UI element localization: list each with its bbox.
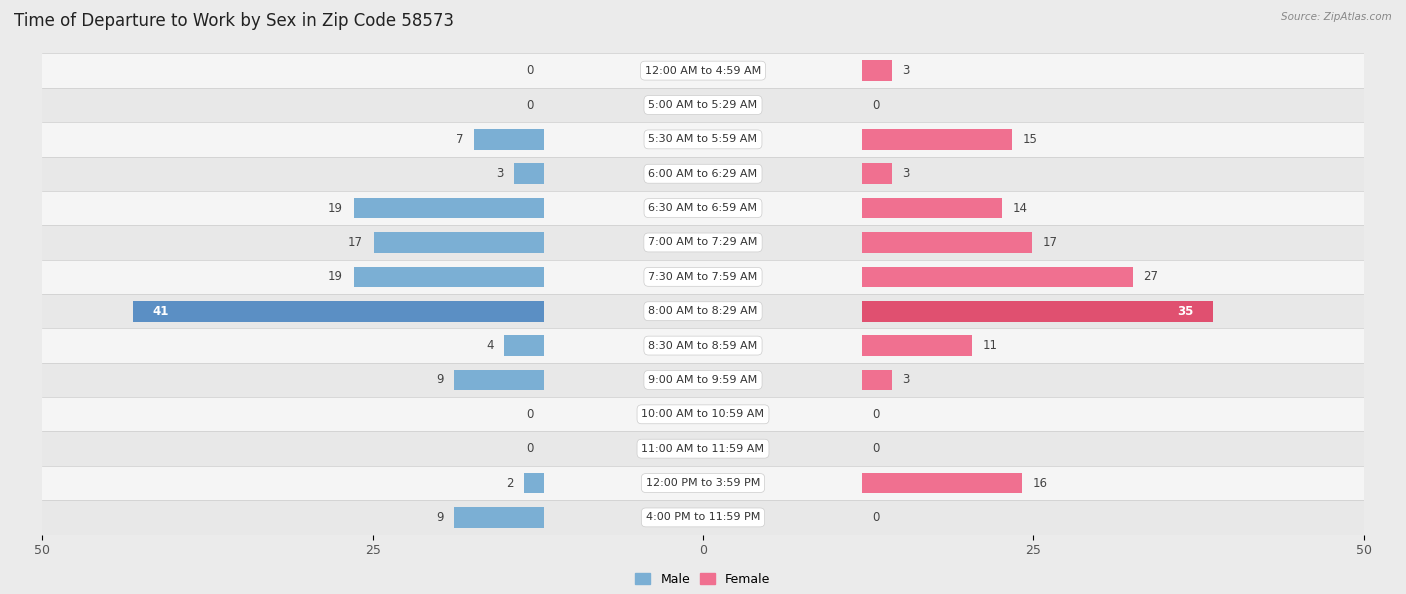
Text: 6:00 AM to 6:29 AM: 6:00 AM to 6:29 AM bbox=[648, 169, 758, 179]
Text: 0: 0 bbox=[872, 442, 880, 455]
Text: 0: 0 bbox=[872, 99, 880, 112]
Bar bbox=[42, 431, 1364, 466]
Bar bbox=[515, 163, 544, 184]
Bar bbox=[862, 198, 1002, 219]
Bar bbox=[42, 53, 1364, 88]
Text: 27: 27 bbox=[1143, 270, 1159, 283]
Text: 7:30 AM to 7:59 AM: 7:30 AM to 7:59 AM bbox=[648, 272, 758, 282]
Text: Time of Departure to Work by Sex in Zip Code 58573: Time of Departure to Work by Sex in Zip … bbox=[14, 12, 454, 30]
Bar bbox=[42, 294, 1364, 328]
Text: 9:00 AM to 9:59 AM: 9:00 AM to 9:59 AM bbox=[648, 375, 758, 385]
Bar bbox=[862, 163, 891, 184]
Bar bbox=[862, 369, 891, 390]
Bar bbox=[862, 267, 1133, 287]
Text: 5:00 AM to 5:29 AM: 5:00 AM to 5:29 AM bbox=[648, 100, 758, 110]
Text: 9: 9 bbox=[436, 511, 443, 524]
Text: 17: 17 bbox=[1043, 236, 1057, 249]
Text: 35: 35 bbox=[1177, 305, 1194, 318]
Bar bbox=[862, 61, 891, 81]
Bar bbox=[42, 500, 1364, 535]
Bar bbox=[353, 198, 544, 219]
Text: 3: 3 bbox=[903, 168, 910, 180]
Bar bbox=[862, 335, 972, 356]
Text: 0: 0 bbox=[526, 442, 534, 455]
Text: 3: 3 bbox=[496, 168, 503, 180]
Text: 6:30 AM to 6:59 AM: 6:30 AM to 6:59 AM bbox=[648, 203, 758, 213]
Text: 0: 0 bbox=[872, 408, 880, 421]
Bar bbox=[42, 363, 1364, 397]
Text: 3: 3 bbox=[903, 64, 910, 77]
Text: 7: 7 bbox=[456, 133, 464, 146]
Text: 14: 14 bbox=[1012, 201, 1028, 214]
Bar bbox=[42, 88, 1364, 122]
Text: 8:00 AM to 8:29 AM: 8:00 AM to 8:29 AM bbox=[648, 307, 758, 316]
Bar bbox=[42, 225, 1364, 260]
Bar bbox=[862, 473, 1022, 494]
Text: 0: 0 bbox=[526, 408, 534, 421]
Text: 7:00 AM to 7:29 AM: 7:00 AM to 7:29 AM bbox=[648, 238, 758, 248]
Bar bbox=[374, 232, 544, 253]
Text: 19: 19 bbox=[328, 270, 343, 283]
Text: 0: 0 bbox=[872, 511, 880, 524]
Text: 0: 0 bbox=[526, 99, 534, 112]
Text: 10:00 AM to 10:59 AM: 10:00 AM to 10:59 AM bbox=[641, 409, 765, 419]
Bar bbox=[862, 129, 1012, 150]
Bar bbox=[132, 301, 544, 321]
Text: 12:00 PM to 3:59 PM: 12:00 PM to 3:59 PM bbox=[645, 478, 761, 488]
Bar bbox=[42, 157, 1364, 191]
Bar bbox=[42, 260, 1364, 294]
Bar bbox=[42, 122, 1364, 157]
Bar bbox=[454, 507, 544, 527]
Text: 0: 0 bbox=[526, 64, 534, 77]
Bar bbox=[454, 369, 544, 390]
Bar bbox=[862, 232, 1032, 253]
Bar bbox=[353, 267, 544, 287]
Bar bbox=[505, 335, 544, 356]
Text: 5:30 AM to 5:59 AM: 5:30 AM to 5:59 AM bbox=[648, 134, 758, 144]
Text: Source: ZipAtlas.com: Source: ZipAtlas.com bbox=[1281, 12, 1392, 22]
Bar bbox=[862, 301, 1213, 321]
Bar bbox=[474, 129, 544, 150]
Legend: Male, Female: Male, Female bbox=[630, 568, 776, 591]
Bar bbox=[42, 328, 1364, 363]
Text: 41: 41 bbox=[152, 305, 169, 318]
Bar bbox=[524, 473, 544, 494]
Text: 3: 3 bbox=[903, 374, 910, 387]
Bar bbox=[42, 466, 1364, 500]
Text: 12:00 AM to 4:59 AM: 12:00 AM to 4:59 AM bbox=[645, 66, 761, 75]
Text: 15: 15 bbox=[1022, 133, 1038, 146]
Text: 17: 17 bbox=[349, 236, 363, 249]
Text: 4: 4 bbox=[486, 339, 494, 352]
Text: 8:30 AM to 8:59 AM: 8:30 AM to 8:59 AM bbox=[648, 340, 758, 350]
Bar bbox=[42, 191, 1364, 225]
Text: 2: 2 bbox=[506, 476, 513, 489]
Bar bbox=[42, 397, 1364, 431]
Text: 11: 11 bbox=[983, 339, 998, 352]
Text: 16: 16 bbox=[1033, 476, 1047, 489]
Text: 19: 19 bbox=[328, 201, 343, 214]
Text: 11:00 AM to 11:59 AM: 11:00 AM to 11:59 AM bbox=[641, 444, 765, 454]
Text: 9: 9 bbox=[436, 374, 443, 387]
Text: 4:00 PM to 11:59 PM: 4:00 PM to 11:59 PM bbox=[645, 513, 761, 522]
